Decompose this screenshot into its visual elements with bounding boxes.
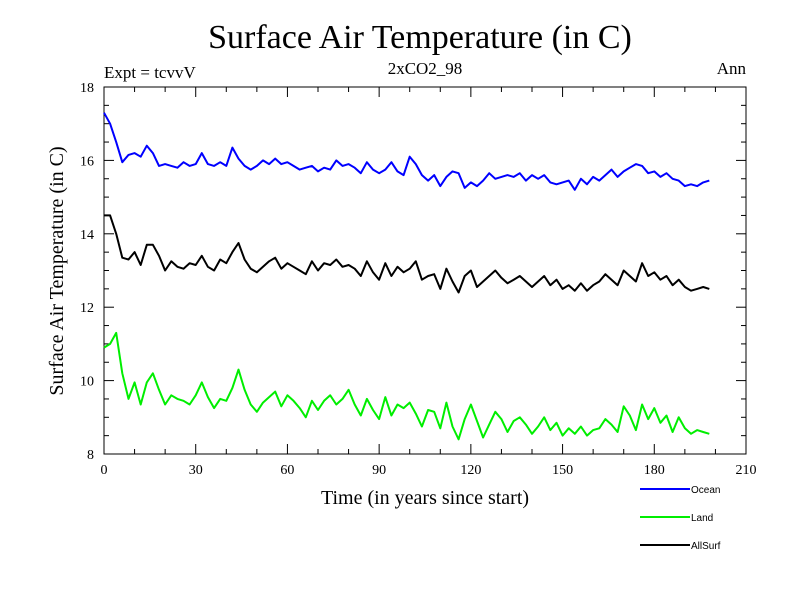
y-tick-label: 12 — [80, 301, 94, 316]
legend-label: Ocean — [691, 485, 720, 496]
legend-label: AllSurf — [691, 541, 721, 552]
legend-label: Land — [691, 513, 713, 524]
axis-ticks — [103, 86, 747, 455]
legend: Ocean Land AllSurf — [640, 485, 721, 552]
series-line-ocean — [103, 112, 710, 191]
y-tick-label: 14 — [80, 228, 94, 243]
x-tick-label: 120 — [460, 463, 481, 478]
period-label: Ann — [717, 59, 747, 78]
y-tick-label: 16 — [80, 154, 94, 169]
x-tick-label: 90 — [372, 463, 386, 478]
chart-title: Surface Air Temperature (in C) — [208, 19, 632, 56]
experiment-label: Expt = tcvvV — [104, 63, 196, 82]
x-tick-label: 60 — [280, 463, 294, 478]
y-tick-label: 10 — [80, 375, 94, 390]
y-tick-labels: 8 10 12 14 16 18 — [80, 81, 94, 463]
run-label: 2xCO2_98 — [388, 59, 463, 78]
x-tick-label: 0 — [101, 463, 108, 478]
series-lines — [103, 112, 710, 441]
x-axis-label: Time (in years since start) — [321, 487, 529, 509]
plot-frame — [103, 86, 747, 455]
y-tick-label: 8 — [87, 448, 94, 463]
series-line-land — [103, 331, 710, 441]
y-tick-label: 18 — [80, 81, 94, 96]
x-tick-label: 210 — [736, 463, 757, 478]
x-tick-label: 150 — [552, 463, 573, 478]
y-axis-label: Surface Air Temperature (in C) — [46, 146, 68, 395]
series-line-allsurf — [104, 214, 710, 294]
x-tick-labels: 0 30 60 90 120 150 180 210 — [101, 463, 757, 478]
x-tick-label: 180 — [644, 463, 665, 478]
x-tick-label: 30 — [189, 463, 203, 478]
